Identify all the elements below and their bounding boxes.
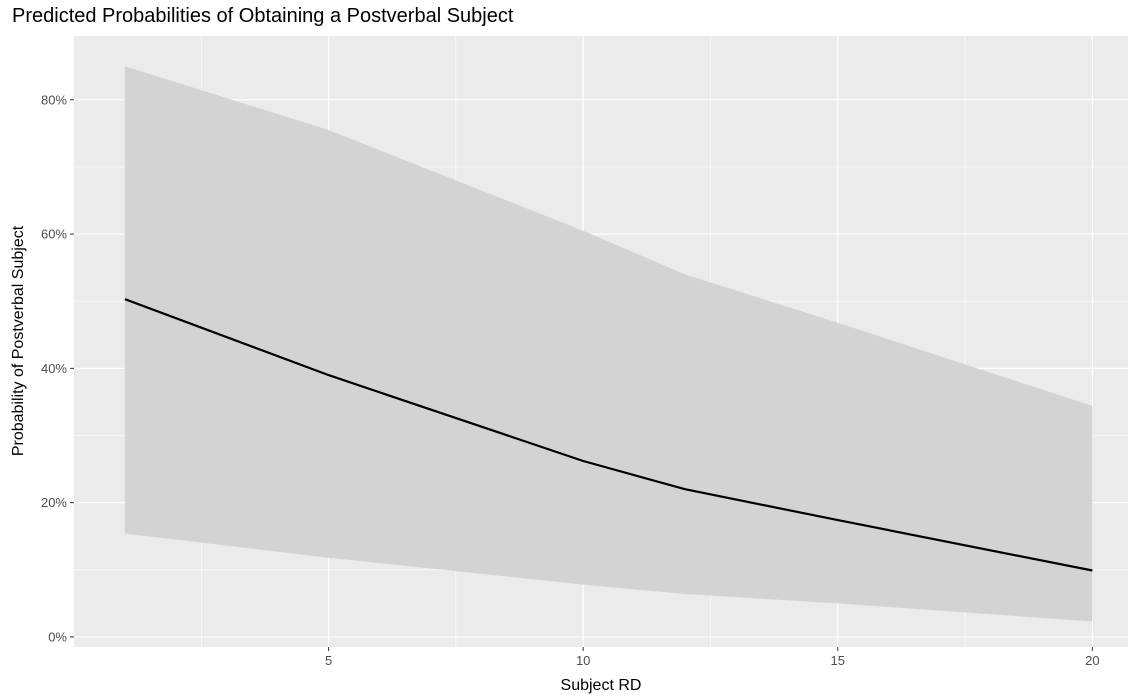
- y-tick-label: 40%: [41, 361, 67, 376]
- y-axis-title: Probability of Postverbal Subject: [10, 225, 27, 456]
- x-axis: 5 10 15 20: [325, 647, 1100, 668]
- prediction-line: [124, 298, 1093, 572]
- x-tick-label: 15: [831, 653, 845, 668]
- y-tick-label: 0%: [48, 629, 67, 644]
- y-tick-label: 60%: [41, 227, 67, 242]
- x-tick-label: 20: [1085, 653, 1099, 668]
- y-axis: 0% 20% 40% 60% 80%: [41, 92, 74, 644]
- chart-title: Predicted Probabilities of Obtaining a P…: [12, 5, 514, 27]
- x-tick-label: 10: [576, 653, 590, 668]
- y-tick-label: 20%: [41, 495, 67, 510]
- x-axis-title: Subject RD: [561, 677, 642, 694]
- confidence-ribbon: [124, 66, 1093, 622]
- x-tick-label: 5: [325, 653, 332, 668]
- y-tick-label: 80%: [41, 92, 67, 107]
